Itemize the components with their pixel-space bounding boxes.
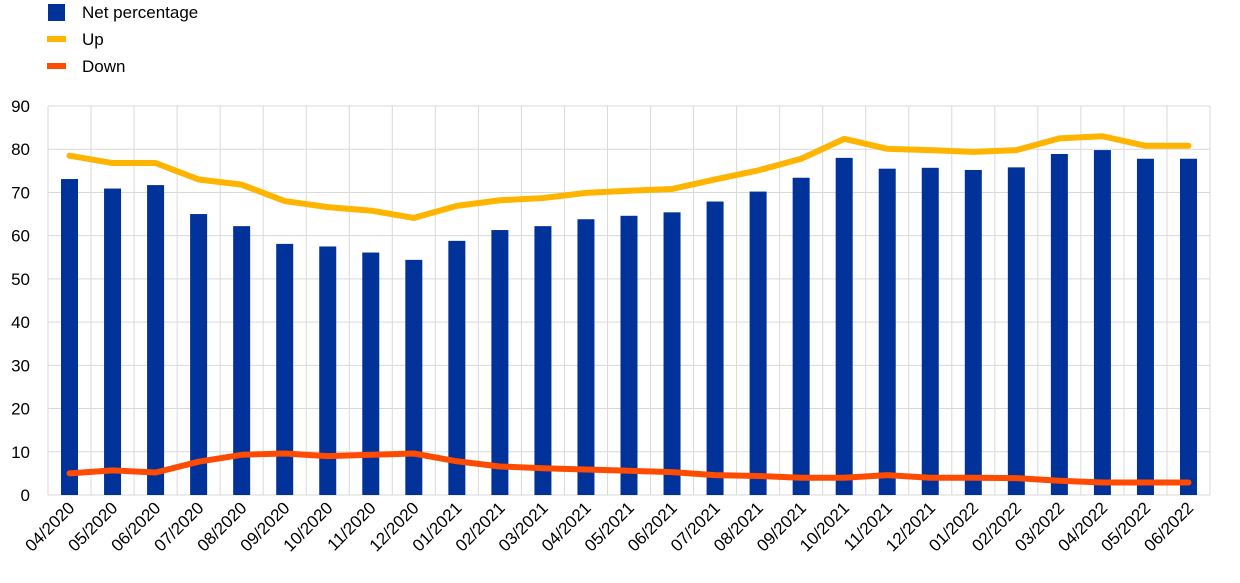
legend: Net percentage Up Down [47,3,198,76]
y-tick-label: 10 [11,443,30,462]
bar-net-percentage [534,226,552,495]
legend-label: Net percentage [82,3,198,22]
bar-net-percentage [620,215,638,496]
y-tick-label: 50 [11,270,30,289]
x-axis: 04/202005/202006/202007/202008/202009/20… [21,498,1197,555]
bar-net-percentage [921,167,939,495]
bars [61,150,1197,496]
y-tick-label: 20 [11,400,30,419]
bar-net-percentage [362,252,380,495]
y-tick-label: 0 [21,486,30,505]
bar-net-percentage [1136,158,1154,495]
bar-net-percentage [233,226,251,495]
y-tick-label: 70 [11,183,30,202]
bar-net-percentage [577,219,595,495]
bar-net-percentage [276,243,294,495]
bar-net-percentage [405,259,423,495]
legend-label: Up [82,30,104,49]
bar-net-percentage [1093,150,1111,495]
bar-net-percentage [319,246,337,495]
y-axis: 0 10 20 30 40 50 60 70 80 90 [11,97,30,505]
y-tick-label: 90 [11,97,30,116]
y-tick-label: 30 [11,356,30,375]
bar-net-percentage [835,157,853,495]
y-tick-label: 60 [11,227,30,246]
bar-net-percentage [878,168,896,495]
lines [66,133,1192,486]
legend-label: Down [82,57,125,76]
bar-net-percentage [1050,153,1068,495]
bar-net-percentage [491,230,509,495]
bar-net-percentage [792,177,810,495]
bar-net-percentage [61,179,79,495]
bar-net-percentage [1007,167,1025,495]
bar-net-percentage [190,214,208,496]
bar-net-percentage [964,169,982,496]
bar-net-percentage [749,191,767,495]
bar-net-percentage [663,212,681,495]
y-tick-label: 40 [11,313,30,332]
bar-net-percentage [706,201,724,495]
bar-net-percentage [147,185,165,495]
bar-net-percentage [104,188,122,495]
bar-net-percentage [448,240,466,495]
bar-net-percentage [1179,158,1197,495]
legend-swatch-bar [48,4,65,21]
y-tick-label: 80 [11,140,30,159]
